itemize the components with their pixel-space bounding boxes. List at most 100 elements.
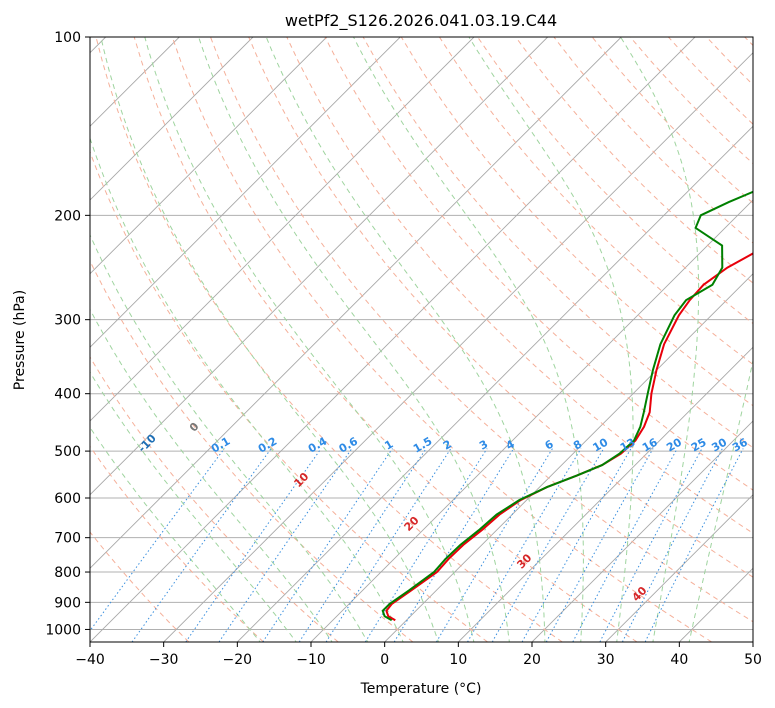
mixing-ratio-line bbox=[131, 448, 272, 642]
dry-adiabat-line bbox=[95, 37, 563, 642]
y-tick-label: 600 bbox=[54, 491, 81, 507]
mixing-ratio-line bbox=[644, 448, 744, 642]
dry-adiabat-label: 0 bbox=[187, 420, 202, 435]
isotherm-line bbox=[384, 273, 753, 642]
dry-adiabat-line bbox=[171, 37, 712, 642]
dry-adiabat-line bbox=[400, 37, 753, 407]
mixing-ratio-line bbox=[467, 448, 582, 642]
mixing-ratio-line bbox=[599, 448, 703, 642]
mixing-ratio-label: 30 bbox=[709, 435, 729, 454]
mixing-ratio-label: 10 bbox=[591, 435, 611, 454]
isotherm-line bbox=[531, 420, 753, 642]
mixing-ratio-line bbox=[218, 448, 353, 642]
mixing-ratio-line bbox=[185, 448, 322, 642]
moist-adiabat-line bbox=[353, 37, 584, 642]
dry-adiabat-line bbox=[90, 356, 339, 642]
moist-adiabat-line bbox=[198, 37, 510, 642]
isotherm-line bbox=[90, 37, 549, 496]
mixing-ratio-label: 2 bbox=[441, 438, 454, 453]
moist-adiabat-line bbox=[688, 358, 753, 642]
y-tick-label: 100 bbox=[54, 30, 81, 46]
moist-adiabat-line bbox=[144, 37, 475, 642]
mixing-ratio-line bbox=[298, 448, 427, 642]
dry-adiabat-line bbox=[286, 37, 753, 534]
y-tick-label: 400 bbox=[54, 387, 81, 403]
mixing-ratio-label: 4 bbox=[504, 437, 517, 452]
dry-adiabat-line bbox=[744, 37, 753, 47]
mixing-ratio-line bbox=[262, 448, 393, 642]
mixing-ratio-line bbox=[90, 448, 225, 632]
moist-adiabat-line bbox=[100, 37, 440, 642]
moist-adiabat-line bbox=[90, 136, 404, 642]
mixing-ratio-label: 0.6 bbox=[337, 434, 361, 455]
x-tick-label: 10 bbox=[449, 652, 467, 668]
mixing-ratio-line bbox=[364, 448, 488, 642]
mixing-ratio-line bbox=[435, 448, 553, 642]
dry-adiabat-line bbox=[438, 37, 753, 366]
isotherm-line bbox=[90, 37, 328, 275]
y-tick-label: 200 bbox=[54, 208, 81, 224]
y-tick-label: 700 bbox=[54, 531, 81, 547]
mixing-ratio-label: 6 bbox=[543, 437, 556, 452]
y-tick-label: 900 bbox=[54, 595, 81, 611]
isotherm-line bbox=[752, 641, 753, 642]
x-axis-ticks: −40 −30 −20 −10 0 10 20 30 40 50 bbox=[75, 642, 762, 668]
isotherm-line bbox=[90, 37, 696, 642]
dry-adiabat-line bbox=[90, 531, 190, 642]
x-tick-label: 0 bbox=[380, 652, 389, 668]
moist-adiabat-line bbox=[90, 308, 333, 642]
chart-title: wetPf2_S126.2026.041.03.19.C44 bbox=[285, 11, 557, 31]
mixing-ratio-label: 0.4 bbox=[306, 434, 330, 455]
isotherm-line bbox=[457, 346, 753, 642]
x-tick-label: −20 bbox=[223, 652, 253, 668]
line-labels: 0.10.20.40.611.52346810131620253036-100-… bbox=[136, 420, 751, 604]
mixing-ratio-line bbox=[325, 448, 452, 642]
x-tick-label: −10 bbox=[296, 652, 326, 668]
isotherm-line bbox=[605, 494, 753, 642]
mixing-ratio-label: 0.2 bbox=[256, 435, 279, 456]
x-tick-label: −30 bbox=[149, 652, 179, 668]
y-tick-label: 1000 bbox=[45, 622, 81, 638]
x-tick-label: 40 bbox=[670, 652, 688, 668]
isotherm-line bbox=[236, 125, 753, 642]
y-tick-label: 800 bbox=[54, 565, 81, 581]
mixing-ratio-label: 20 bbox=[664, 435, 684, 454]
dry-adiabat-line bbox=[553, 37, 753, 244]
mixing-ratio-line bbox=[491, 448, 605, 642]
y-tick-label: 500 bbox=[54, 444, 81, 460]
y-tick-label: 300 bbox=[54, 313, 81, 329]
mixing-ratio-label: 16 bbox=[640, 435, 660, 454]
dry-adiabat-line bbox=[248, 37, 753, 578]
dry-adiabat-line bbox=[90, 259, 414, 642]
y-axis-ticks: 100 200 300 400 500 600 700 800 900 1000 bbox=[45, 30, 90, 638]
isotherm-line bbox=[90, 37, 622, 569]
mixing-ratio-line bbox=[393, 448, 515, 642]
background-reference-lines bbox=[90, 37, 753, 642]
isotherm-line bbox=[163, 52, 753, 642]
moist-adiabat-line bbox=[468, 37, 634, 642]
isotherm-line bbox=[678, 567, 753, 642]
dry-adiabat-line bbox=[133, 37, 638, 642]
mixing-ratio-label: 1 bbox=[382, 438, 395, 453]
x-tick-label: 30 bbox=[597, 652, 615, 668]
x-tick-label: −40 bbox=[75, 652, 105, 668]
mixing-ratio-line bbox=[572, 448, 678, 642]
x-tick-label: 50 bbox=[744, 652, 762, 668]
moist-adiabat-line bbox=[620, 37, 700, 642]
isotherm-line bbox=[90, 37, 401, 348]
dry-adiabat-line bbox=[591, 37, 753, 204]
mixing-ratio-label: 1.5 bbox=[411, 435, 434, 456]
temperature-trace bbox=[385, 252, 753, 622]
isotherm-line bbox=[90, 37, 475, 422]
mixing-ratio-label: 3 bbox=[477, 438, 490, 453]
mixing-ratio-label: 25 bbox=[689, 436, 709, 455]
dry-adiabat-line bbox=[515, 37, 753, 284]
mixing-ratio-label: 0.1 bbox=[209, 435, 232, 456]
moist-adiabat-line bbox=[90, 233, 369, 642]
plot-frame bbox=[89, 36, 754, 643]
dry-adiabat-line bbox=[210, 37, 753, 623]
dry-adiabat-line bbox=[90, 150, 488, 642]
moist-adiabat-line bbox=[90, 426, 261, 642]
dry-adiabat-line bbox=[706, 37, 753, 86]
